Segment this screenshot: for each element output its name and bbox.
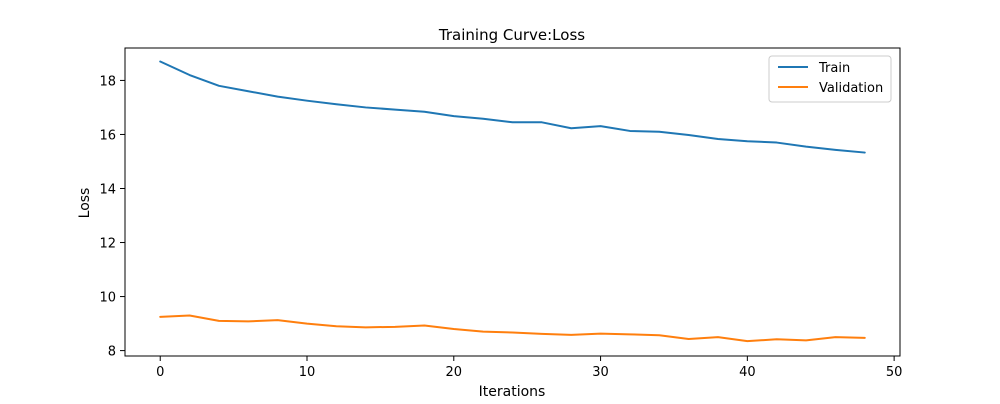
data-point-train: [159, 61, 161, 63]
data-point-validation: [159, 316, 161, 318]
y-axis-label: Loss: [77, 188, 93, 219]
data-point-train: [394, 109, 396, 111]
data-point-validation: [247, 320, 249, 322]
data-point-validation: [834, 336, 836, 338]
x-tick-label: 40: [739, 365, 756, 380]
x-tick-label: 10: [299, 365, 316, 380]
data-point-train: [512, 121, 514, 123]
data-point-train: [629, 130, 631, 132]
data-point-validation: [776, 338, 778, 340]
data-point-validation: [335, 325, 337, 327]
data-point-train: [423, 111, 425, 113]
data-point-train: [541, 121, 543, 123]
legend-label-train: Train: [818, 61, 850, 76]
data-point-validation: [218, 320, 220, 322]
data-point-train: [688, 134, 690, 136]
data-point-validation: [453, 328, 455, 330]
data-point-train: [453, 115, 455, 117]
data-point-validation: [482, 331, 484, 333]
data-point-validation: [541, 333, 543, 335]
data-point-train: [600, 125, 602, 127]
x-tick-label: 50: [886, 365, 903, 380]
data-point-validation: [600, 333, 602, 335]
data-point-train: [805, 146, 807, 148]
y-tick-label: 16: [99, 128, 116, 143]
data-point-train: [482, 118, 484, 120]
data-point-validation: [746, 340, 748, 342]
data-point-validation: [512, 331, 514, 333]
data-point-validation: [717, 336, 719, 338]
data-point-validation: [189, 314, 191, 316]
data-point-validation: [688, 338, 690, 340]
data-point-validation: [805, 339, 807, 341]
data-point-train: [717, 138, 719, 140]
data-point-validation: [629, 333, 631, 335]
data-point-validation: [864, 337, 866, 339]
data-point-train: [306, 100, 308, 102]
data-point-train: [570, 127, 572, 129]
data-point-train: [864, 152, 866, 154]
x-tick-label: 30: [592, 365, 609, 380]
data-point-validation: [423, 324, 425, 326]
data-point-validation: [570, 334, 572, 336]
y-tick-label: 12: [99, 237, 116, 252]
data-point-train: [365, 106, 367, 108]
y-axis-ticks: 8 10 12 14 16 18: [99, 74, 125, 360]
plot-frame: [124, 47, 901, 357]
data-point-train: [335, 103, 337, 105]
y-tick-label: 10: [99, 291, 116, 306]
x-axis-label: Iterations: [479, 384, 546, 400]
data-point-train: [658, 131, 660, 133]
x-tick-label: 0: [156, 365, 164, 380]
data-point-train: [776, 142, 778, 144]
y-tick-label: 14: [99, 182, 116, 197]
x-tick-label: 20: [446, 365, 463, 380]
data-point-validation: [277, 319, 279, 321]
x-axis-ticks: 0 10 20 30 40 50: [156, 356, 902, 380]
legend: Train Validation: [768, 55, 892, 103]
data-point-validation: [394, 326, 396, 328]
chart-title: Training Curve:Loss: [438, 26, 585, 44]
series-layer: [159, 60, 866, 343]
legend-label-validation: Validation: [819, 81, 883, 96]
data-point-validation: [658, 334, 660, 336]
series-line-validation: [159, 314, 866, 343]
data-point-validation: [306, 323, 308, 325]
series-line-train: [159, 60, 866, 154]
y-tick-label: 18: [99, 74, 116, 89]
y-tick-label: 8: [108, 345, 116, 360]
data-point-train: [247, 90, 249, 92]
data-point-train: [746, 140, 748, 142]
data-point-train: [218, 85, 220, 87]
data-point-train: [277, 96, 279, 98]
data-point-train: [834, 149, 836, 151]
data-point-train: [189, 74, 191, 76]
data-point-validation: [365, 326, 367, 328]
